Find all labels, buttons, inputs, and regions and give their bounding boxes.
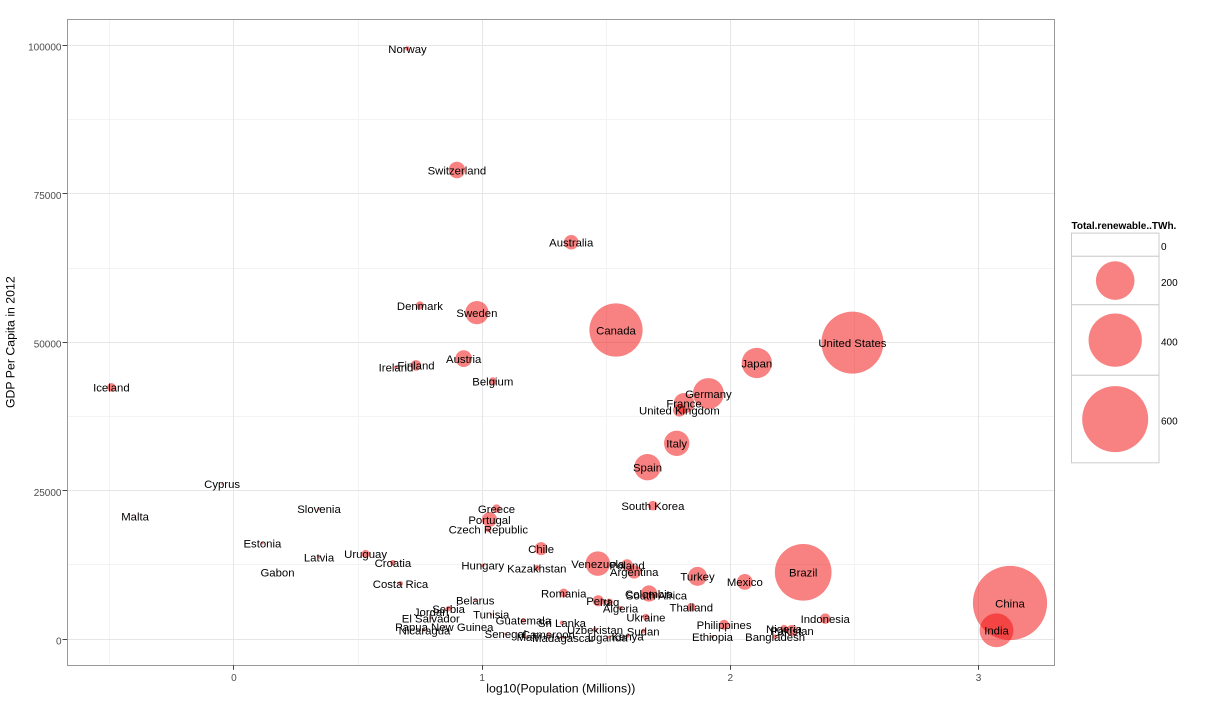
svg-text:25000: 25000 [34, 488, 62, 499]
svg-text:Croatia: Croatia [375, 558, 412, 570]
svg-text:Mali: Mali [517, 632, 538, 644]
svg-text:Mexico: Mexico [727, 577, 763, 589]
svg-text:France: France [666, 399, 701, 411]
svg-text:Serbia: Serbia [432, 604, 465, 616]
svg-text:Madagascar: Madagascar [532, 633, 595, 645]
svg-text:Total.renewable..TWh.: Total.renewable..TWh. [1072, 221, 1177, 232]
svg-text:Italy: Italy [666, 439, 687, 451]
svg-text:Iceland: Iceland [93, 383, 130, 395]
svg-text:Thailand: Thailand [670, 603, 714, 615]
svg-text:Poland: Poland [609, 560, 644, 572]
svg-text:Nigeria: Nigeria [766, 624, 803, 636]
svg-text:Uruguay: Uruguay [344, 549, 387, 561]
svg-text:Turkey: Turkey [680, 572, 715, 584]
svg-text:Argentina: Argentina [610, 567, 659, 579]
svg-text:Finland: Finland [397, 361, 434, 373]
svg-text:Gabon: Gabon [260, 567, 294, 579]
svg-text:Japan: Japan [741, 358, 772, 370]
svg-text:1: 1 [479, 673, 485, 684]
svg-text:600: 600 [1161, 417, 1178, 428]
svg-text:Iraq: Iraq [600, 597, 620, 609]
svg-text:Ukraine: Ukraine [626, 612, 665, 624]
svg-text:Peru: Peru [586, 596, 610, 608]
svg-text:Chile: Chile [528, 544, 554, 556]
svg-text:Costa Rica: Costa Rica [373, 579, 429, 591]
svg-text:0: 0 [231, 673, 237, 684]
svg-text:Brazil: Brazil [789, 568, 817, 580]
svg-text:South Africa: South Africa [626, 591, 688, 603]
svg-text:South Korea: South Korea [621, 501, 685, 513]
svg-text:China: China [995, 598, 1025, 610]
svg-text:Nicaragua: Nicaragua [399, 626, 451, 638]
svg-text:India: India [984, 626, 1009, 638]
svg-text:Germany: Germany [685, 389, 732, 401]
svg-text:United Kingdom: United Kingdom [639, 406, 720, 418]
svg-text:Sri Lanka: Sri Lanka [538, 618, 587, 630]
svg-text:Jordan: Jordan [414, 607, 449, 619]
svg-text:Belarus: Belarus [456, 595, 495, 607]
svg-text:El Salvador: El Salvador [402, 613, 460, 625]
svg-text:Kenya: Kenya [612, 631, 645, 643]
svg-text:Portugal: Portugal [468, 515, 510, 527]
svg-text:Bangladesh: Bangladesh [745, 632, 805, 644]
svg-text:Switzerland: Switzerland [428, 165, 487, 177]
svg-text:Cyprus: Cyprus [204, 479, 240, 491]
svg-text:Papua New Guinea: Papua New Guinea [395, 622, 494, 634]
svg-text:Ethiopia: Ethiopia [692, 632, 734, 644]
svg-text:Tunisia: Tunisia [473, 610, 510, 622]
svg-text:Spain: Spain [633, 463, 662, 475]
svg-text:75000: 75000 [34, 191, 62, 202]
svg-text:0: 0 [56, 637, 62, 648]
svg-text:Hungary: Hungary [461, 561, 504, 573]
svg-text:Denmark: Denmark [397, 301, 443, 313]
svg-text:Latvia: Latvia [304, 552, 335, 564]
svg-text:Uzbekistan: Uzbekistan [567, 625, 623, 637]
svg-text:GDP Per Capita in 2012: GDP Per Capita in 2012 [4, 276, 18, 408]
svg-text:Romania: Romania [541, 588, 587, 600]
svg-text:Kazakhstan: Kazakhstan [507, 563, 566, 575]
svg-text:Austria: Austria [446, 354, 482, 366]
svg-text:100000: 100000 [28, 43, 62, 54]
svg-text:Venezuela: Venezuela [571, 559, 625, 571]
svg-text:Algeria: Algeria [603, 604, 639, 616]
svg-text:Ireland: Ireland [379, 363, 414, 375]
svg-text:Guatemala: Guatemala [496, 616, 552, 628]
svg-text:2: 2 [728, 673, 734, 684]
svg-text:United States: United States [818, 338, 886, 350]
svg-text:Sudan: Sudan [627, 626, 660, 638]
svg-text:Sweden: Sweden [456, 308, 497, 320]
svg-text:400: 400 [1161, 338, 1178, 349]
svg-text:Slovenia: Slovenia [297, 504, 341, 516]
svg-text:Malta: Malta [121, 512, 149, 524]
svg-text:log10(Population (Millions)): log10(Population (Millions)) [486, 682, 635, 696]
svg-text:Pakistan: Pakistan [770, 626, 814, 638]
svg-text:Czech Republic: Czech Republic [449, 525, 529, 537]
svg-text:Belgium: Belgium [472, 377, 513, 389]
svg-text:Senegal: Senegal [485, 629, 527, 641]
svg-text:Estonia: Estonia [243, 539, 282, 551]
svg-text:Colombia: Colombia [625, 589, 674, 601]
svg-text:Uganda: Uganda [588, 633, 628, 645]
svg-text:3: 3 [976, 673, 982, 684]
svg-text:Philippines: Philippines [697, 620, 752, 632]
svg-text:Norway: Norway [388, 44, 427, 56]
svg-text:50000: 50000 [34, 340, 62, 351]
svg-text:Indonesia: Indonesia [801, 614, 851, 626]
svg-text:Greece: Greece [478, 504, 515, 516]
svg-text:0: 0 [1161, 242, 1167, 253]
svg-text:200: 200 [1161, 278, 1178, 289]
svg-text:Cameroon: Cameroon [522, 630, 575, 642]
svg-text:Australia: Australia [549, 238, 594, 250]
svg-text:Canada: Canada [596, 325, 636, 337]
